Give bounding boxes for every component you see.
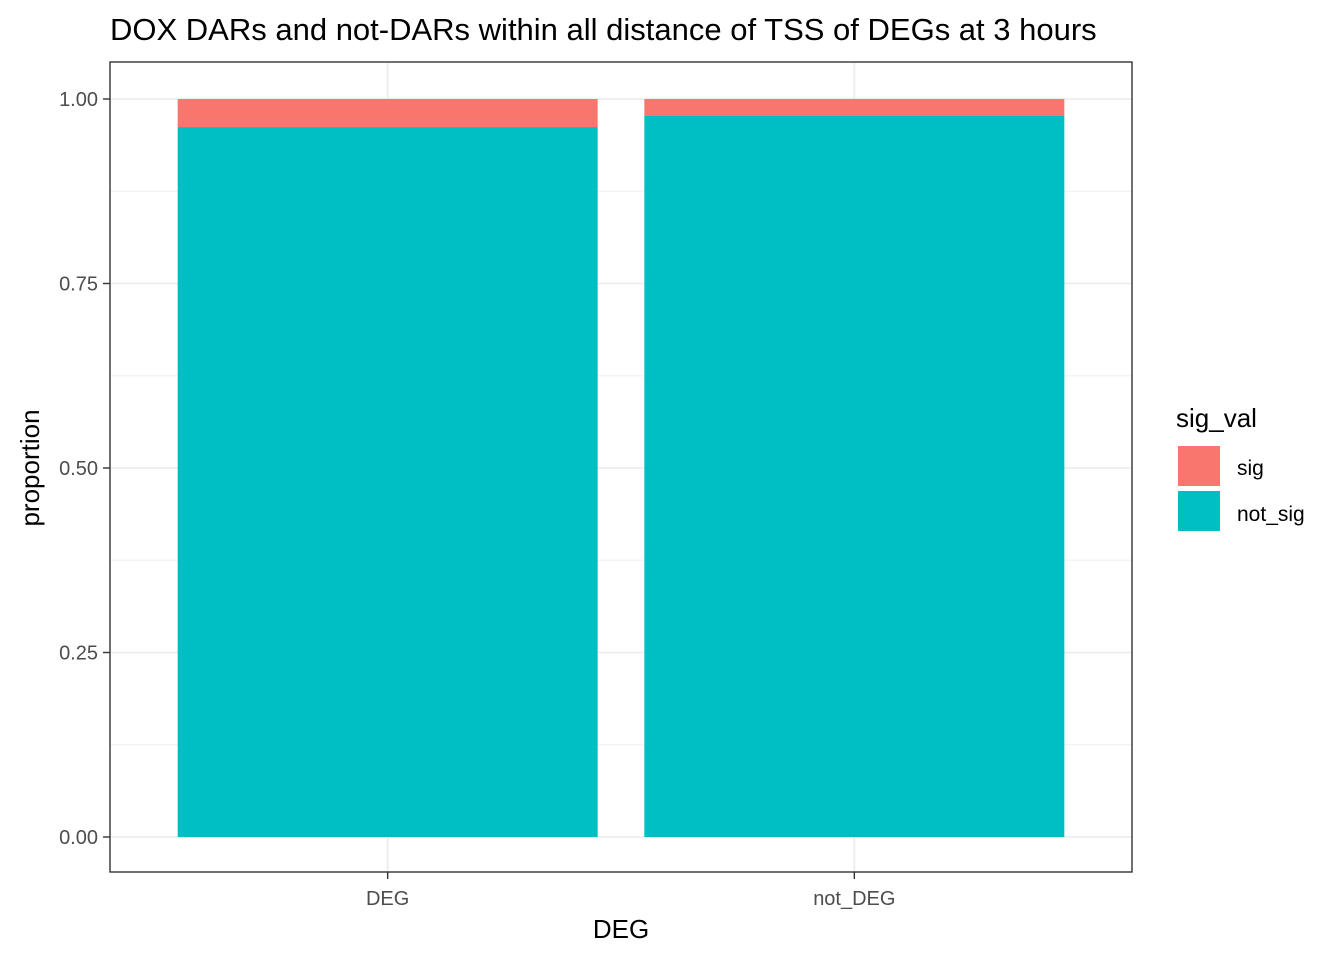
legend-label-sig: sig bbox=[1237, 457, 1264, 480]
x-tick-label: DEG bbox=[366, 888, 409, 910]
panel-border bbox=[109, 61, 1133, 873]
legend-key-not-sig bbox=[1178, 491, 1220, 531]
bar-deg-sig bbox=[177, 99, 598, 128]
x-tick-label: not_DEG bbox=[813, 888, 895, 910]
legend-title: sig_val bbox=[1176, 403, 1257, 433]
y-tick-label: 0.25 bbox=[59, 643, 98, 665]
bar-deg-not-sig bbox=[177, 127, 598, 837]
y-tick-label: 0.50 bbox=[59, 458, 98, 480]
y-tick-label: 1.00 bbox=[59, 89, 98, 111]
y-tick-label: 0.75 bbox=[59, 274, 98, 296]
y-tick-label: 0.00 bbox=[59, 827, 98, 849]
bar-not-deg-not-sig bbox=[644, 115, 1065, 837]
bar-not-deg-sig bbox=[644, 99, 1065, 116]
legend-key-sig bbox=[1178, 446, 1220, 486]
chart-title: DOX DARs and not-DARs within all distanc… bbox=[110, 12, 1097, 47]
bars bbox=[177, 99, 1065, 837]
y-axis: 0.00 0.25 0.50 0.75 1.00 bbox=[59, 89, 110, 849]
y-axis-title: proportion bbox=[15, 409, 45, 526]
x-axis: DEG not_DEG bbox=[366, 872, 895, 910]
x-axis-title: DEG bbox=[593, 914, 649, 944]
legend-label-not-sig: not_sig bbox=[1237, 503, 1305, 526]
legend: sig_val sig not_sig bbox=[1176, 403, 1305, 531]
